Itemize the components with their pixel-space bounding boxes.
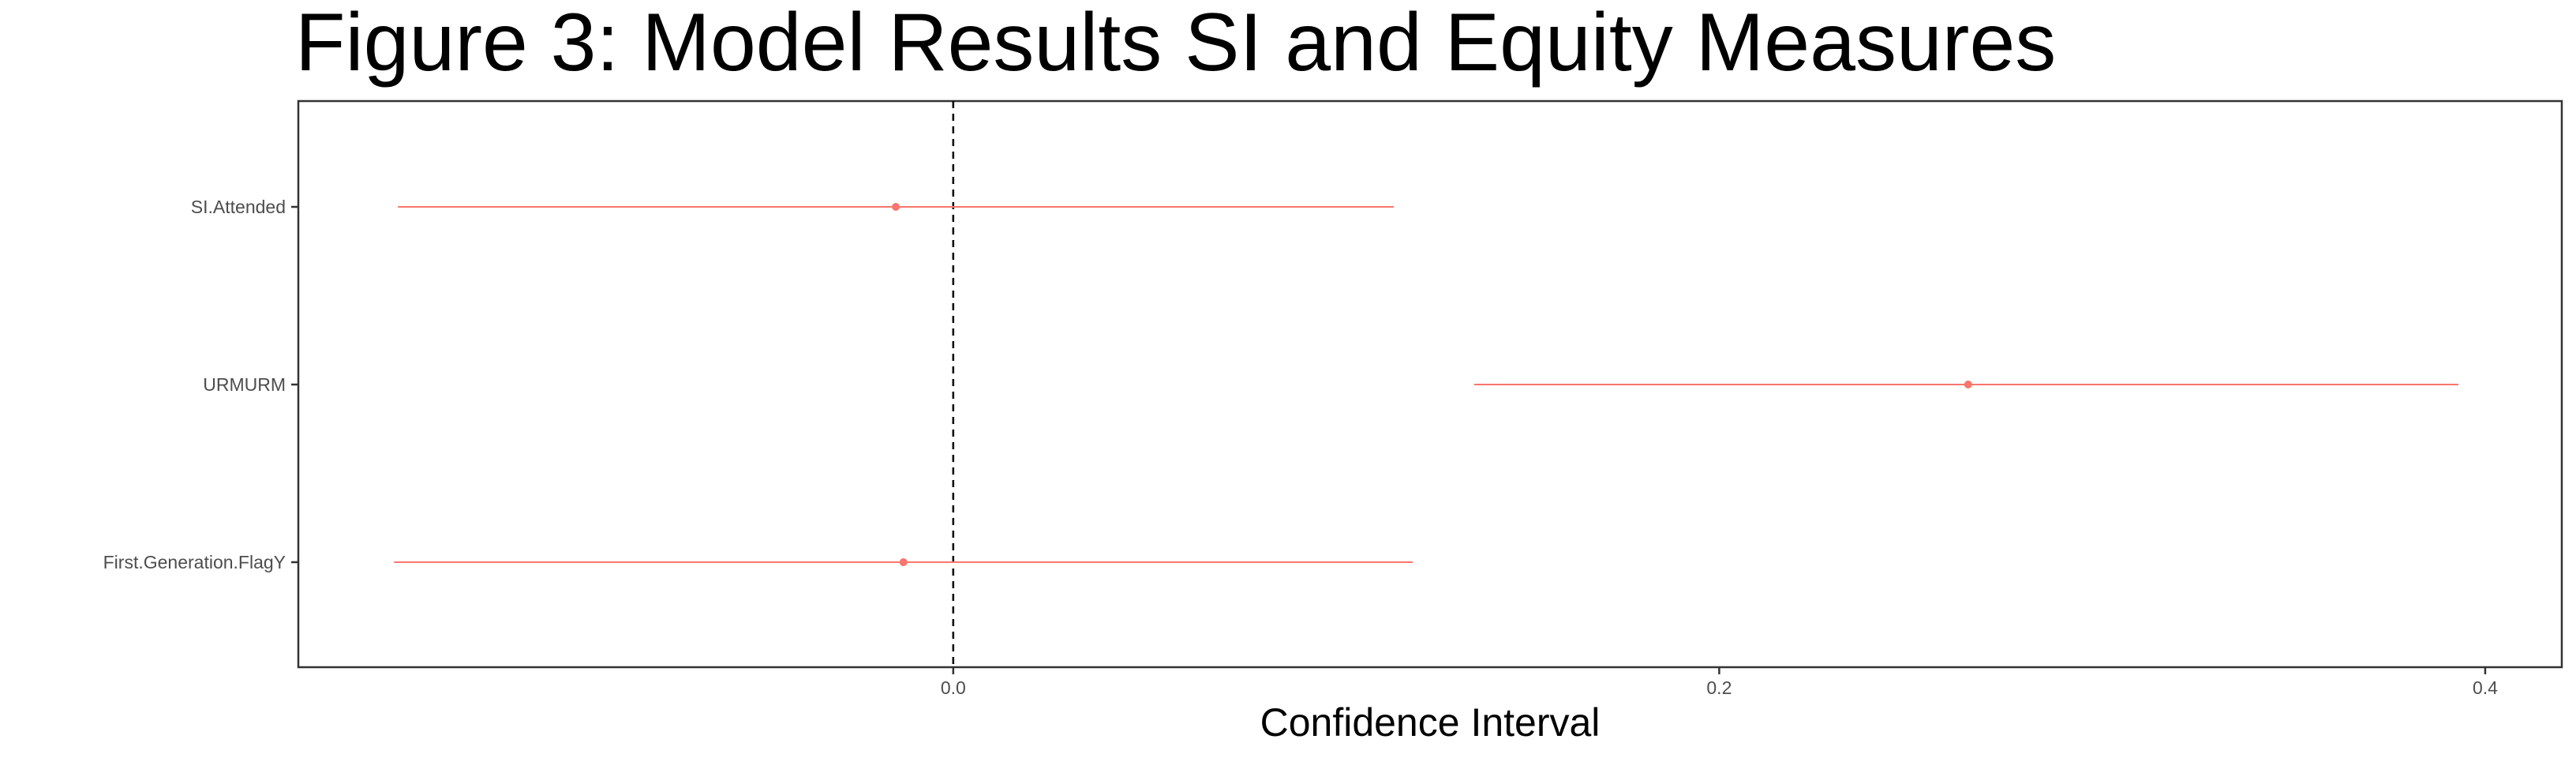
x-tick-label: 0.2 (1706, 677, 1732, 698)
y-axis: SI.Attended URMURM First.Generation.FlagY (103, 197, 298, 572)
y-tick-label: URMURM (203, 374, 286, 395)
point-estimate (892, 203, 900, 211)
chart-title: Figure 3: Model Results SI and Equity Me… (295, 0, 2057, 88)
x-axis: 0.0 0.2 0.4 (941, 667, 2498, 698)
x-tick-label: 0.4 (2473, 677, 2498, 698)
point-estimate (1964, 381, 1972, 388)
x-tick-label: 0.0 (941, 677, 966, 698)
y-tick-label: First.Generation.FlagY (103, 552, 286, 572)
interval-marks (394, 203, 2458, 566)
point-estimate (899, 558, 908, 566)
y-tick-label: SI.Attended (191, 197, 286, 217)
x-axis-title: Confidence Interval (1260, 700, 1601, 745)
